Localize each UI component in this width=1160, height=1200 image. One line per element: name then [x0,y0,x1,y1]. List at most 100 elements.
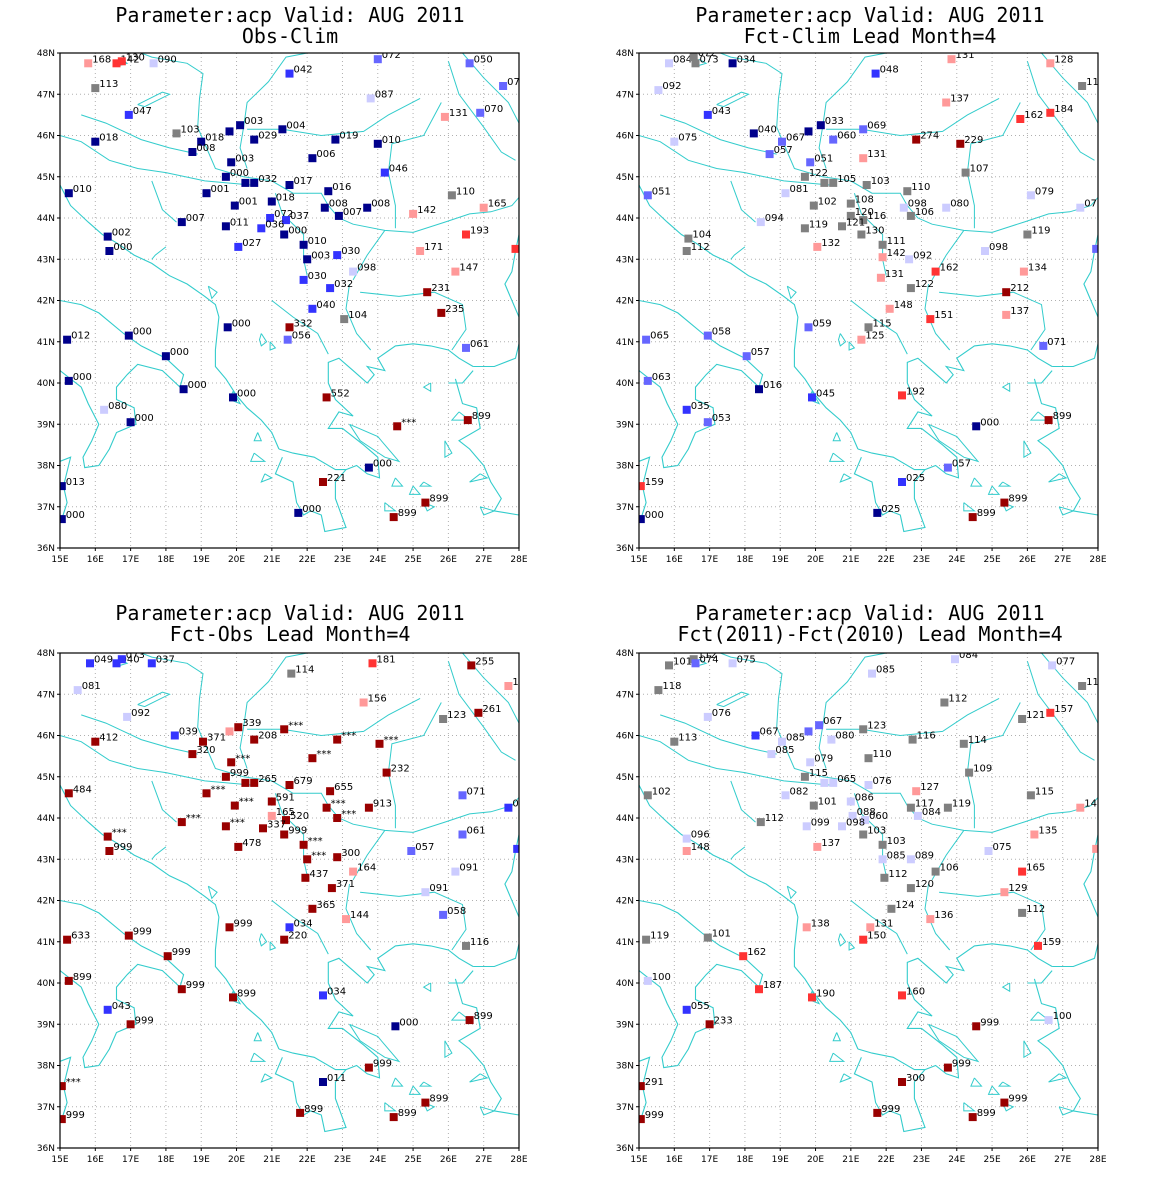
station-value-label: 122 [809,168,828,179]
station-value-label: 112 [1026,904,1045,915]
station-marker [1076,203,1085,212]
station-value-label: 006 [316,149,335,160]
station-value-label: 144 [350,910,369,921]
river [360,291,467,351]
station-value-label: 076 [712,708,731,719]
station-marker [1092,844,1098,853]
station-marker [60,515,66,524]
station-marker [756,818,765,827]
station-marker [859,725,868,734]
station-marker [259,824,267,833]
island-outline [1048,1073,1068,1083]
station-value-label: 129 [1008,883,1027,894]
station-value-label: 046 [512,799,531,810]
station-marker [859,154,868,163]
x-tick-label: 23E [334,555,351,565]
river [730,846,746,860]
x-tick-label: 21E [263,555,280,565]
station-value-label: 000 [288,226,307,237]
station-value-label: 099 [811,817,830,828]
station-value-label: 142 [887,248,906,259]
station-marker [63,335,72,344]
station-marker [859,935,868,944]
y-tick-label: 48N [37,649,55,659]
station-marker [1046,59,1055,68]
station-marker [202,789,211,798]
river [639,734,830,786]
station-value-label: 999 [113,842,132,853]
island-outline [1029,1011,1051,1021]
station-marker [639,515,645,524]
station-marker [857,335,866,344]
station-marker [123,712,132,721]
station-value-label: 000 [373,459,392,470]
lake-outline [837,333,847,347]
station-marker [474,708,483,717]
station-value-label: 999 [952,1059,971,1070]
station-marker [366,94,375,103]
station-value-label: 001 [239,197,258,208]
station-marker [440,112,449,121]
station-marker [91,737,100,746]
station-value-label: 233 [714,1015,733,1026]
station-marker [778,137,786,146]
station-marker [349,867,358,876]
station-value-label: 119 [809,219,828,230]
river [818,53,887,169]
station-value-label: 150 [867,931,886,942]
river [360,891,467,951]
station-marker [804,727,813,736]
station-marker [359,698,368,707]
station-marker [751,731,760,740]
station-marker [287,669,296,678]
station-marker [820,178,829,187]
station-marker [906,803,915,812]
station-value-label: 000 [980,417,999,428]
station-value-label: 051 [652,186,671,197]
station-value-label: 057 [751,347,770,358]
y-tick-label: 37N [616,503,634,513]
station-value-label: 144 [1084,799,1103,810]
station-value-label: 007 [343,207,362,218]
station-value-label: 112 [948,694,967,705]
coastline [1027,970,1053,984]
station-marker [91,84,100,93]
station-marker [319,991,327,1000]
station-value-label: 999 [172,947,191,958]
lake-outline [137,91,171,108]
y-tick-label: 41N [37,338,55,348]
station-value-label: 899 [474,1011,493,1022]
island-outline [1023,1040,1032,1059]
station-marker [364,1063,373,1072]
station-value-label: 999 [133,927,152,938]
station-value-label: 127 [920,782,939,793]
station-marker [972,1022,981,1031]
coastline [327,343,474,479]
station-value-label: 087 [375,89,394,100]
panel-1-title: Parameter:acp Valid: AUG 2011 Obs-Clim [0,5,580,47]
station-marker [86,659,94,668]
river [826,697,1000,737]
station-value-label: 000 [73,372,92,383]
station-value-label: *** [311,850,326,861]
station-value-label: 075 [737,654,756,665]
station-marker [363,203,372,212]
station-value-label: 096 [691,830,710,841]
station-marker [804,127,813,136]
island-outline [408,485,422,495]
station-value-label: 104 [692,230,711,241]
station-value-label: 171 [424,242,443,253]
station-marker [643,976,652,985]
station-value-label: 057 [952,459,971,470]
coastline [853,1048,927,1133]
station-value-label: 025 [906,473,925,484]
station-marker [670,737,679,746]
station-value-label: 080 [108,401,127,412]
station-value-label: 131 [885,269,904,280]
station-marker [643,791,652,800]
coastline [1083,809,1098,938]
station-value-label: 003 [311,250,330,261]
station-value-label: 048 [880,65,899,76]
station-value-label: 114 [968,735,987,746]
